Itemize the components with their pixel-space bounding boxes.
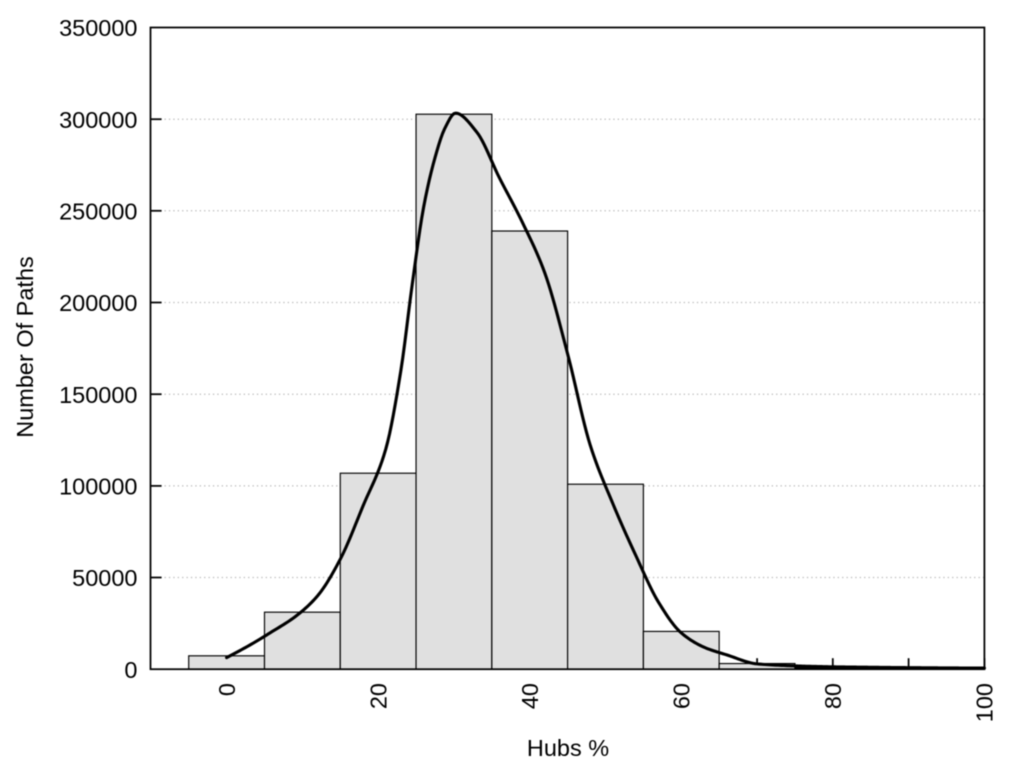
svg-text:200000: 200000 bbox=[59, 290, 137, 316]
svg-text:100: 100 bbox=[972, 683, 998, 722]
svg-text:350000: 350000 bbox=[59, 15, 137, 41]
svg-text:Number Of Paths: Number Of Paths bbox=[12, 256, 38, 438]
svg-text:80: 80 bbox=[820, 683, 846, 709]
svg-text:100000: 100000 bbox=[59, 474, 137, 500]
svg-text:0: 0 bbox=[124, 657, 137, 683]
svg-text:250000: 250000 bbox=[59, 198, 137, 224]
svg-text:0: 0 bbox=[214, 683, 240, 696]
svg-text:40: 40 bbox=[517, 683, 543, 709]
svg-text:20: 20 bbox=[365, 683, 391, 709]
svg-text:150000: 150000 bbox=[59, 382, 137, 408]
svg-text:300000: 300000 bbox=[59, 107, 137, 133]
svg-text:60: 60 bbox=[669, 683, 695, 709]
svg-text:50000: 50000 bbox=[72, 565, 137, 591]
svg-text:Hubs %: Hubs % bbox=[527, 735, 609, 761]
